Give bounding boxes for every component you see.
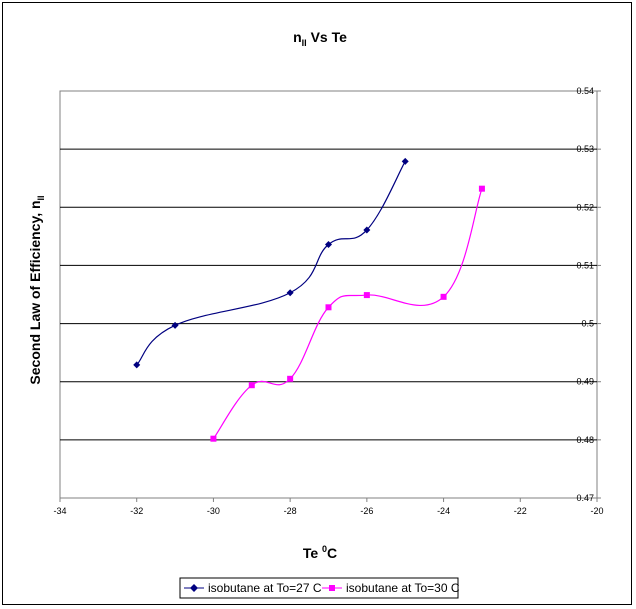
legend-marker-diamond <box>190 584 198 592</box>
x-tick-label: -28 <box>284 506 297 516</box>
data-point <box>286 289 294 297</box>
y-tick-label: 0.5 <box>581 319 594 329</box>
plot-area <box>59 90 598 499</box>
x-tick-label: -34 <box>53 506 66 516</box>
series-line-2 <box>212 188 483 440</box>
y-axis: 0.47 0.48 0.49 0.5 0.51 0.52 0.53 0.54 <box>576 86 601 503</box>
y-tick-label: 0.48 <box>576 435 594 445</box>
legend-box <box>179 577 459 599</box>
y-tick-label: 0.54 <box>576 86 594 96</box>
x-tick-label: -22 <box>514 506 527 516</box>
series-layer <box>133 157 485 442</box>
data-point <box>133 361 141 369</box>
legend: isobutane at To=27 C isobutane at To=30 … <box>179 577 460 599</box>
x-axis-title: Te 0C <box>303 544 337 561</box>
y-tick-label: 0.49 <box>576 377 594 387</box>
data-point <box>325 240 332 248</box>
data-point <box>401 157 409 165</box>
y-tick-label: 0.51 <box>576 260 594 270</box>
data-point <box>363 226 371 234</box>
chart-title: nII Vs Te <box>293 29 347 48</box>
data-point <box>478 185 485 192</box>
legend-label-series-2: isobutane at To=30 C <box>346 581 460 595</box>
legend-marker-square <box>329 585 335 591</box>
data-point <box>210 435 217 442</box>
data-point <box>287 375 294 382</box>
legend-label-series-1: isobutane at To=27 C <box>208 581 322 595</box>
y-tick-label: 0.53 <box>576 144 594 154</box>
y-tick-label: 0.52 <box>576 202 594 212</box>
y-axis-title: Second Law of Efficiency, nII <box>27 195 46 384</box>
data-point <box>171 321 179 329</box>
x-tick-label: -32 <box>130 506 143 516</box>
x-tick-label: -30 <box>207 506 220 516</box>
x-tick-label: -24 <box>437 506 450 516</box>
series-line-1 <box>136 161 406 366</box>
data-point <box>248 382 255 389</box>
data-point <box>325 304 332 311</box>
y-tick-label: 0.47 <box>576 493 594 503</box>
data-point <box>363 292 370 299</box>
x-tick-label: -26 <box>360 506 373 516</box>
x-axis: -34 -32 -30 -28 -26 -24 -22 -20 <box>53 498 604 516</box>
x-tick-label: -20 <box>590 506 603 516</box>
grid-lines <box>60 148 597 441</box>
data-point <box>440 293 447 300</box>
